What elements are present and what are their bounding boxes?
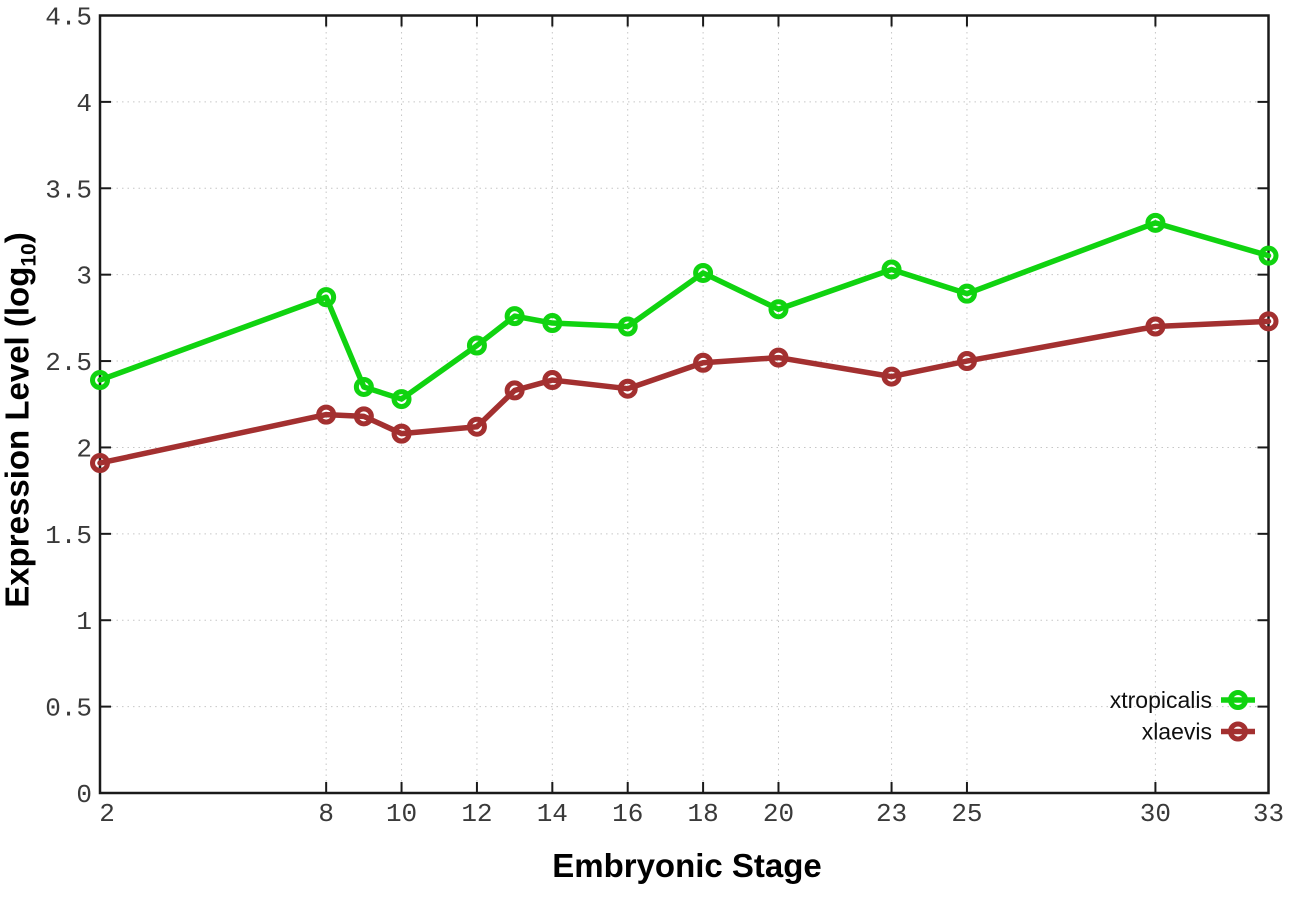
y-tick-label: 0 [76, 780, 92, 810]
data-point-xlaevis-25 [956, 351, 977, 372]
data-point-xlaevis-2 [90, 452, 110, 473]
data-point-xtropicalis-2 [90, 370, 110, 391]
y-tick-label: 4.5 [45, 3, 92, 33]
x-tick-label: 25 [951, 799, 982, 829]
data-point-xlaevis-13 [504, 380, 525, 401]
legend-marker-xlaevis [1228, 721, 1248, 742]
data-point-xtropicalis-18 [693, 262, 714, 283]
y-axis-title: Expression Level (log10) [0, 232, 42, 607]
x-axis-title: Embryonic Stage [552, 847, 822, 884]
x-tick-label: 20 [763, 799, 794, 829]
data-point-xtropicalis-33 [1258, 245, 1279, 266]
plot-border [98, 14, 1270, 795]
data-point-xtropicalis-25 [956, 283, 977, 304]
y-tick-label: 3.5 [45, 175, 92, 205]
legend-marker-xtropicalis [1228, 690, 1248, 710]
y-axis-title-text: Expression Level (log [0, 266, 36, 608]
data-point-xlaevis-14 [542, 370, 563, 391]
data-point-xtropicalis-8 [316, 287, 337, 308]
data-point-xtropicalis-12 [466, 335, 487, 356]
data-point-xlaevis-30 [1145, 316, 1166, 337]
series-xlaevis [90, 311, 1279, 473]
y-tick-label: 1 [76, 607, 92, 637]
data-point-xlaevis-9 [353, 406, 374, 427]
x-tick-label: 18 [687, 799, 718, 829]
y-tick-label: 4 [76, 89, 92, 119]
data-point-xlaevis-12 [466, 416, 487, 437]
legend-label-xtropicalis: xtropicalis [1110, 687, 1212, 713]
y-axis-title-close: ) [0, 232, 36, 244]
y-tick-label: 0.5 [45, 694, 92, 724]
data-point-xtropicalis-16 [617, 316, 638, 337]
legend-item-xtropicalis: xtropicalis [1110, 687, 1255, 713]
x-tick-label: 30 [1140, 799, 1171, 829]
data-point-xtropicalis-13 [504, 306, 525, 327]
data-point-xlaevis-18 [693, 352, 714, 373]
grid [100, 15, 1269, 793]
data-point-xtropicalis-14 [542, 313, 563, 334]
data-point-xlaevis-33 [1258, 311, 1279, 332]
legend: xtropicalis xlaevis [1110, 687, 1255, 745]
data-point-xtropicalis-30 [1145, 212, 1166, 233]
y-axis-title-subscript: 10 [17, 243, 41, 267]
x-tick-label: 8 [318, 799, 334, 829]
x-tick-label: 14 [537, 799, 568, 829]
data-point-xlaevis-16 [617, 378, 638, 399]
legend-item-xlaevis: xlaevis [1142, 719, 1255, 745]
y-tick-label: 1.5 [45, 521, 92, 551]
x-tick-label: 12 [461, 799, 492, 829]
y-tick-label: 2 [76, 434, 92, 464]
data-point-xlaevis-10 [391, 423, 412, 444]
data-point-xlaevis-23 [881, 366, 902, 387]
data-point-xlaevis-20 [768, 347, 789, 368]
x-tick-label: 33 [1253, 799, 1284, 829]
x-tick-label: 23 [876, 799, 907, 829]
data-point-xlaevis-8 [316, 404, 337, 425]
y-tick-label: 2.5 [45, 348, 92, 378]
data-point-xtropicalis-20 [768, 299, 789, 320]
series-line-xlaevis [97, 318, 1272, 466]
series-xtropicalis [90, 212, 1279, 410]
tick-labels: 2 8 10 12 14 16 18 20 23 25 30 33 0 0.5 1 1.5 2 2.5 3 3.5 4 4… [45, 3, 1284, 830]
y-tick-label: 3 [76, 262, 92, 292]
legend-label-xlaevis: xlaevis [1142, 719, 1212, 745]
x-tick-label: 10 [386, 799, 417, 829]
data-point-xtropicalis-10 [391, 389, 412, 410]
x-tick-label: 2 [99, 799, 115, 829]
series-line-xtropicalis [97, 220, 1272, 402]
data-point-xtropicalis-9 [353, 376, 374, 397]
data-point-xtropicalis-23 [881, 259, 902, 280]
x-tick-label: 16 [612, 799, 643, 829]
ticks [99, 14, 1270, 794]
